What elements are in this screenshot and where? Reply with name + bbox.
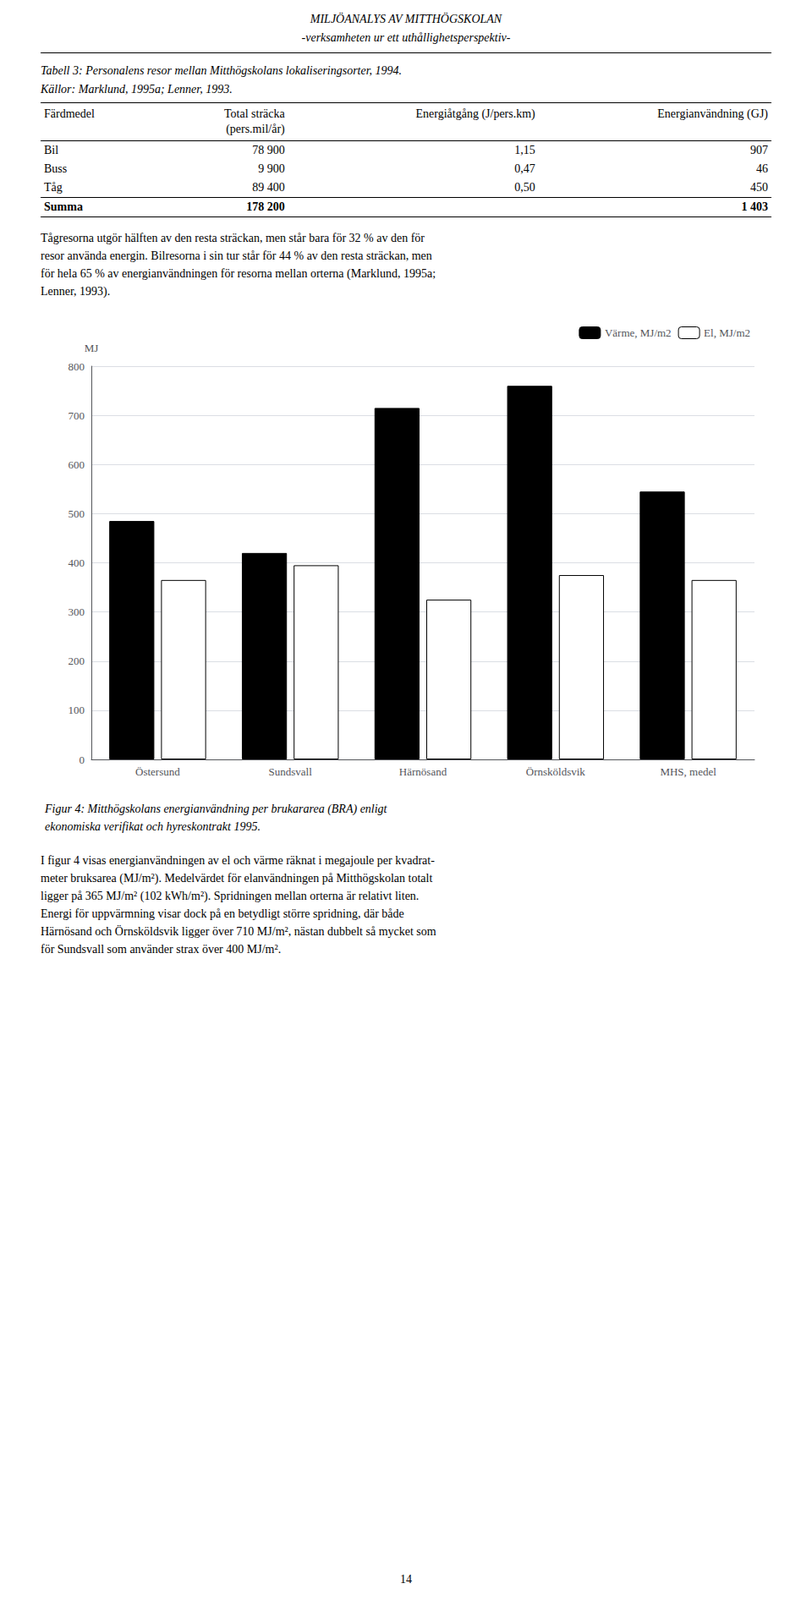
svg-text:Värme, MJ/m2: Värme, MJ/m2 [604, 326, 672, 340]
html-text:450: 450 [750, 181, 769, 194]
html-text:0,47: 0,47 [514, 162, 536, 176]
html-text:meter bruksarea (MJ/m²). Medel: meter bruksarea (MJ/m²). Medelvärdet för… [40, 872, 433, 885]
html-text:78 900: 78 900 [252, 143, 285, 157]
html-text:Färdmedel: Färdmedel [43, 107, 95, 121]
svg-text:MHS, medel: MHS, medel [659, 765, 717, 779]
svg-text:ekonomiska verifikat och hyres: ekonomiska verifikat och hyreskontrakt 1… [44, 820, 261, 834]
svg-text:600: 600 [68, 458, 86, 472]
html-text:14: 14 [400, 1573, 412, 1586]
svg-text:Figur 4: Mitthögskolans energi: Figur 4: Mitthögskolans energianvändning… [43, 802, 389, 817]
svg-text:400: 400 [68, 556, 86, 570]
html-text:0,50: 0,50 [514, 181, 536, 194]
html-text:Bil: Bil [43, 143, 59, 157]
html-text:Tabell 3: Personalens resor me: Tabell 3: Personalens resor mellan Mitth… [40, 64, 402, 77]
html-text:för Sundsvall som använder str: för Sundsvall som använder strax över 40… [40, 943, 281, 956]
html-text:Buss: Buss [43, 162, 67, 176]
html-text:I figur 4 visas energianvändni: I figur 4 visas energianvändningen av el… [40, 854, 435, 867]
svg-text:MJ: MJ [84, 341, 99, 355]
html-text:89 400: 89 400 [252, 181, 285, 194]
html-text:907: 907 [750, 143, 769, 157]
svg-text:800: 800 [68, 360, 86, 374]
html-text:MILJÖANALYS AV MITTHÖGSKOLAN: MILJÖANALYS AV MITTHÖGSKOLAN [310, 12, 502, 26]
html-text:1,15: 1,15 [514, 143, 536, 157]
html-text:Total sträcka: Total sträcka [224, 107, 285, 121]
html-text:Lenner, 1993).: Lenner, 1993). [40, 285, 111, 298]
html-text:ligger på 365 MJ/m² (102 kWh/m: ligger på 365 MJ/m² (102 kWh/m²). Spridn… [40, 889, 419, 903]
html-text:Energianvändning (GJ): Energianvändning (GJ) [657, 107, 769, 121]
html-text:1 403: 1 403 [741, 200, 769, 214]
html-text:Härnösand och Örnsköldsvik lig: Härnösand och Örnsköldsvik ligger över 7… [40, 925, 437, 939]
html-text:för hela 65 % av energianvändn: för hela 65 % av energianvändningen för … [40, 267, 436, 280]
svg-text:Härnösand: Härnösand [399, 765, 448, 779]
html-text:resor använda energin. Bilreso: resor använda energin. Bilresorna i sin … [40, 249, 433, 263]
svg-text:300: 300 [68, 605, 86, 619]
svg-text:0: 0 [79, 753, 86, 767]
html-text:Energi för uppvärmning visar d: Energi för uppvärmning visar dock på en … [40, 907, 405, 921]
html-text:9 900: 9 900 [258, 162, 285, 176]
svg-text:500: 500 [68, 507, 86, 521]
svg-text:700: 700 [68, 409, 86, 423]
svg-text:Sundsvall: Sundsvall [268, 765, 313, 779]
svg-text:El, MJ/m2: El, MJ/m2 [703, 326, 751, 340]
svg-text:Östersund: Östersund [135, 765, 181, 779]
html-text:Källor: Marklund, 1995a; Lenne: Källor: Marklund, 1995a; Lenner, 1993. [40, 82, 233, 96]
html-text:Tåg: Tåg [43, 181, 63, 194]
html-text:-verksamheten ur ett uthålligh: -verksamheten ur ett uthållighetsperspek… [301, 31, 511, 44]
svg-text:Örnsköldsvik: Örnsköldsvik [526, 765, 587, 779]
html-text:Energiåtgång (J/pers.km): Energiåtgång (J/pers.km) [415, 107, 536, 121]
html-text:Tågresorna utgör hälften av de: Tågresorna utgör hälften av den resta st… [40, 231, 425, 245]
html-text:(pers.mil/år): (pers.mil/år) [225, 122, 285, 136]
html-text:46: 46 [756, 162, 769, 176]
html-text:178 200: 178 200 [246, 200, 285, 214]
svg-text:100: 100 [68, 703, 86, 717]
svg-text:200: 200 [68, 654, 86, 668]
html-text:Summa: Summa [43, 200, 83, 214]
